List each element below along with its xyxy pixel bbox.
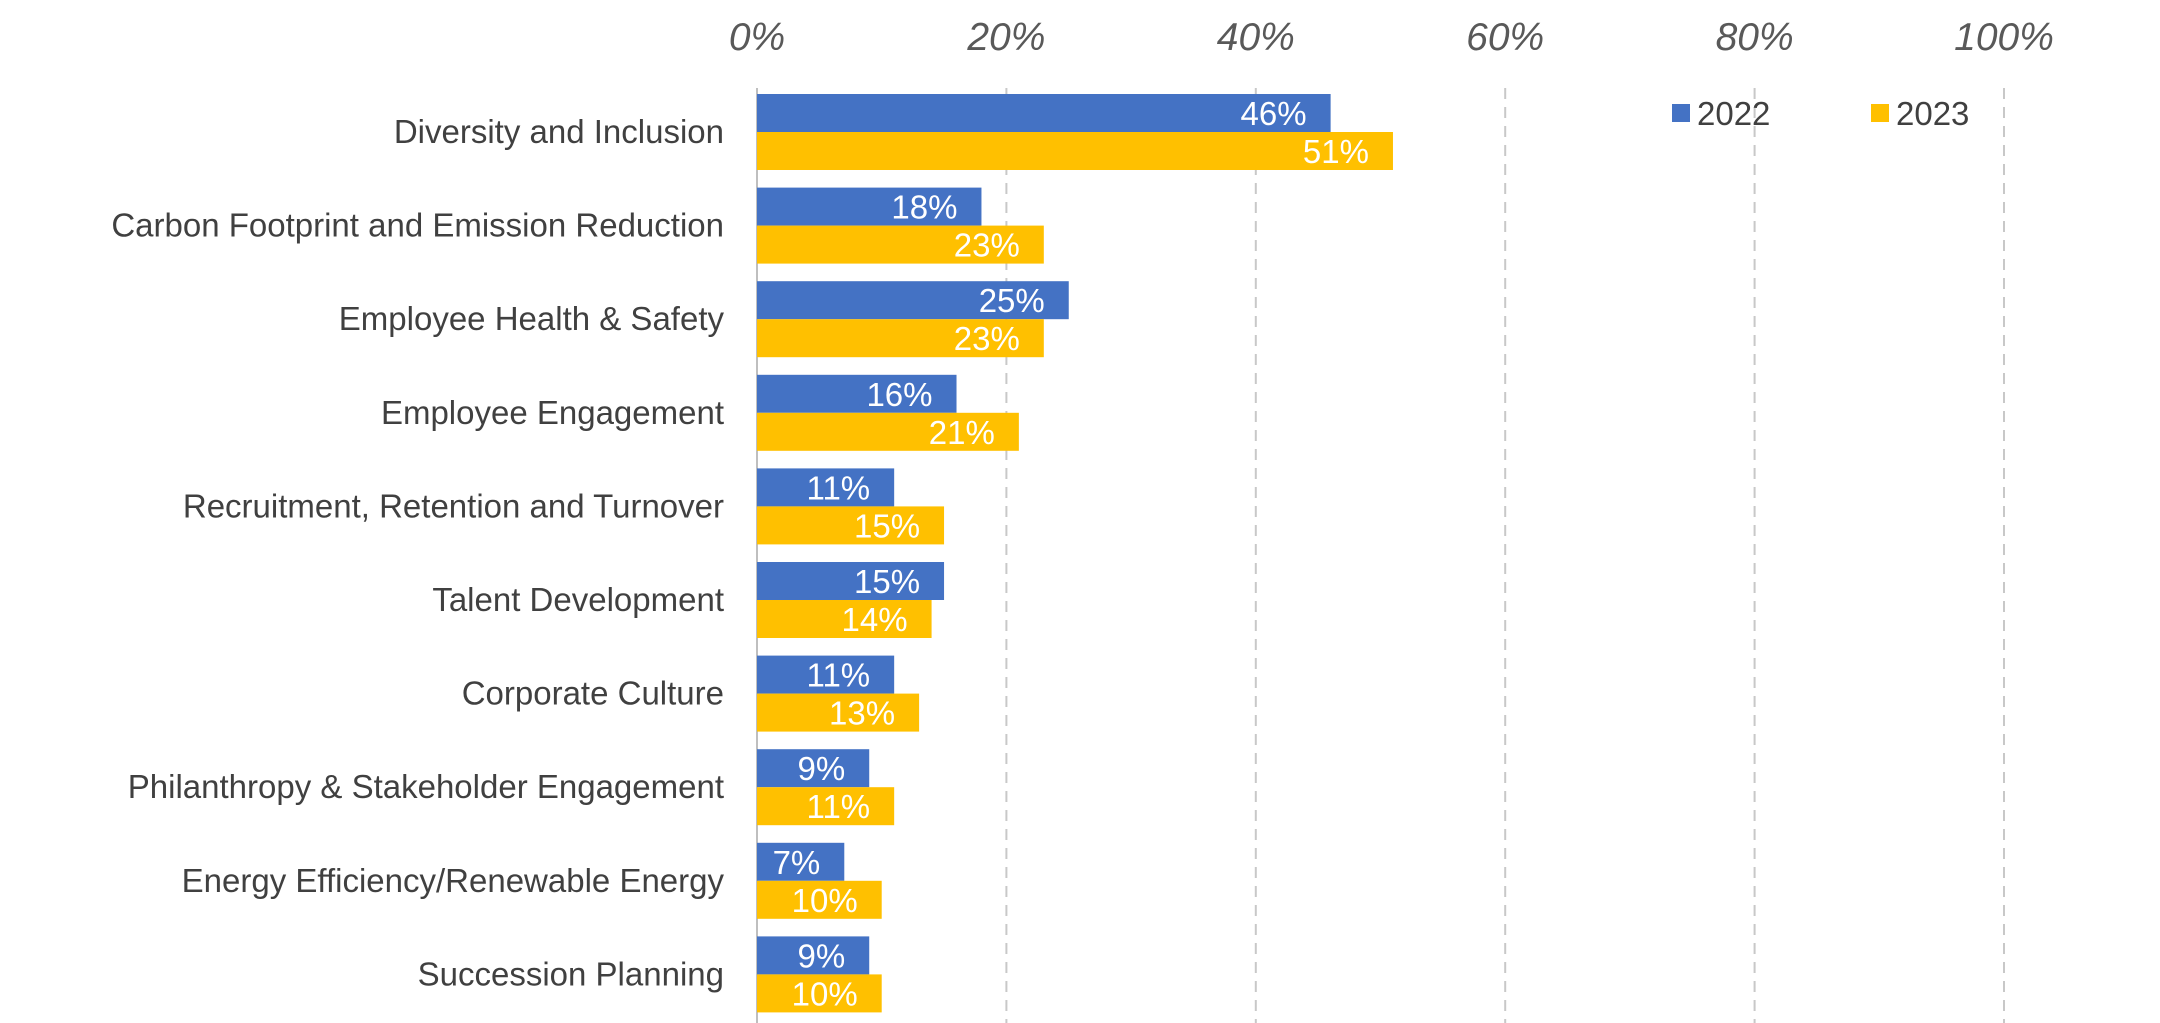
- category-label: Employee Health & Safety: [339, 300, 725, 337]
- bar-2023: [757, 319, 1044, 358]
- category-label: Diversity and Inclusion: [394, 113, 724, 150]
- data-label-2022: 11%: [807, 657, 871, 694]
- data-label-2022: 16%: [866, 376, 932, 413]
- x-tick-label-80: 80%: [1716, 16, 1794, 59]
- data-label-2023: 21%: [929, 414, 995, 451]
- legend: 2022 2023: [1672, 95, 1969, 132]
- bar-2023: [757, 787, 895, 826]
- category-label: Employee Engagement: [381, 394, 724, 431]
- x-tick-label-100: 100%: [1954, 16, 2054, 59]
- bar-2022: [757, 842, 845, 881]
- data-label-2022: 25%: [979, 282, 1045, 319]
- data-label-2023: 51%: [1303, 133, 1369, 170]
- x-axis-ticks: 0% 20% 40% 60% 80% 100%: [729, 16, 2054, 59]
- data-label-2022: 46%: [1241, 95, 1307, 132]
- legend-label-2022: 2022: [1697, 95, 1770, 132]
- bar-2022: [757, 749, 870, 788]
- bar-2023: [757, 225, 1044, 264]
- x-tick-label-0: 0%: [729, 16, 785, 59]
- bar-2022: [757, 468, 895, 507]
- bar-2022: [757, 936, 870, 975]
- category-label: Carbon Footprint and Emission Reduction: [111, 207, 724, 244]
- data-label-2023: 14%: [842, 601, 908, 638]
- legend-swatch-2023: [1871, 104, 1889, 122]
- bar-2022: [757, 187, 982, 226]
- data-label-2023: 23%: [954, 320, 1020, 357]
- bar-2023: [757, 693, 920, 732]
- category-label: Succession Planning: [418, 955, 724, 992]
- bars: 46%51%18%23%25%23%16%21%11%15%15%14%11%1…: [757, 94, 1393, 1013]
- category-label: Philanthropy & Stakeholder Engagement: [128, 768, 724, 805]
- data-label-2023: 10%: [792, 975, 858, 1012]
- category-label: Talent Development: [432, 581, 724, 618]
- data-label-2023: 11%: [807, 788, 871, 825]
- bar-2022: [757, 281, 1069, 320]
- bar-2022: [757, 655, 895, 694]
- data-label-2022: 9%: [798, 937, 846, 974]
- legend-label-2023: 2023: [1896, 95, 1969, 132]
- data-label-2023: 13%: [829, 695, 895, 732]
- x-tick-label-20: 20%: [966, 16, 1045, 59]
- data-label-2022: 18%: [891, 189, 957, 226]
- bar-2022: [757, 374, 957, 413]
- bar-2023: [757, 600, 932, 638]
- bar-2023: [757, 506, 945, 545]
- category-label: Recruitment, Retention and Turnover: [183, 487, 724, 524]
- x-tick-label-60: 60%: [1466, 16, 1544, 59]
- data-label-2022: 9%: [798, 750, 846, 787]
- data-label-2022: 11%: [807, 469, 871, 506]
- data-label-2023: 10%: [792, 882, 858, 919]
- category-labels: Diversity and Inclusion Carbon Footprint …: [111, 113, 724, 992]
- x-tick-label-40: 40%: [1217, 16, 1295, 59]
- bar-2022: [757, 94, 1331, 132]
- data-label-2023: 23%: [954, 227, 1020, 264]
- category-label: Corporate Culture: [462, 675, 724, 712]
- data-label-2022: 7%: [773, 844, 821, 881]
- bar-2022: [757, 562, 945, 600]
- legend-swatch-2022: [1672, 104, 1690, 122]
- category-label: Energy Efficiency/Renewable Energy: [182, 862, 725, 899]
- data-label-2023: 15%: [854, 507, 920, 544]
- data-label-2022: 15%: [854, 563, 920, 600]
- bar-2023: [757, 132, 1393, 170]
- bar-2023: [757, 880, 882, 919]
- bar-2023: [757, 412, 1019, 451]
- bar-2023: [757, 974, 882, 1013]
